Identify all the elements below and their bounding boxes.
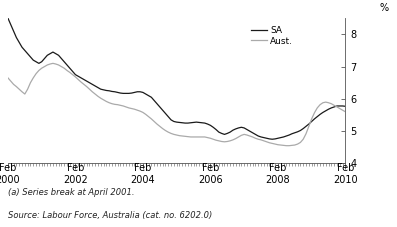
Text: 2004: 2004 (131, 163, 155, 185)
Text: Feb: Feb (134, 163, 152, 173)
Text: Feb: Feb (0, 163, 17, 173)
Aust. (6, 76, 10, 79)
SA (343, 105, 348, 108)
Text: 2008: 2008 (266, 163, 290, 185)
Aust. (50, 62, 55, 65)
Aust. (219, 140, 224, 143)
SA (84, 80, 89, 82)
Text: Source: Labour Force, Australia (cat. no. 6202.0): Source: Labour Force, Australia (cat. no… (8, 211, 212, 220)
Text: (a) Series break at April 2001.: (a) Series break at April 2001. (8, 188, 135, 197)
Text: Feb: Feb (202, 163, 219, 173)
Aust. (236, 136, 241, 138)
Text: Feb: Feb (67, 163, 84, 173)
Text: 2006: 2006 (198, 163, 223, 185)
SA (149, 96, 154, 99)
Aust. (39, 67, 44, 69)
Text: 2002: 2002 (63, 163, 88, 185)
Text: 2000: 2000 (0, 163, 20, 185)
Aust. (284, 144, 289, 147)
SA (6, 17, 10, 20)
Text: 2010: 2010 (333, 163, 358, 185)
Aust. (87, 88, 92, 91)
Text: Feb: Feb (269, 163, 287, 173)
Line: Aust.: Aust. (8, 63, 345, 146)
Line: SA: SA (8, 18, 345, 139)
Aust. (152, 120, 156, 123)
SA (323, 109, 328, 112)
SA (216, 131, 221, 133)
Aust. (343, 110, 348, 113)
Text: Feb: Feb (337, 163, 354, 173)
SA (233, 128, 238, 130)
SA (270, 138, 275, 141)
SA (39, 60, 44, 63)
Aust. (326, 101, 331, 104)
Text: %: % (380, 2, 389, 13)
Legend: SA, Aust.: SA, Aust. (247, 23, 297, 49)
